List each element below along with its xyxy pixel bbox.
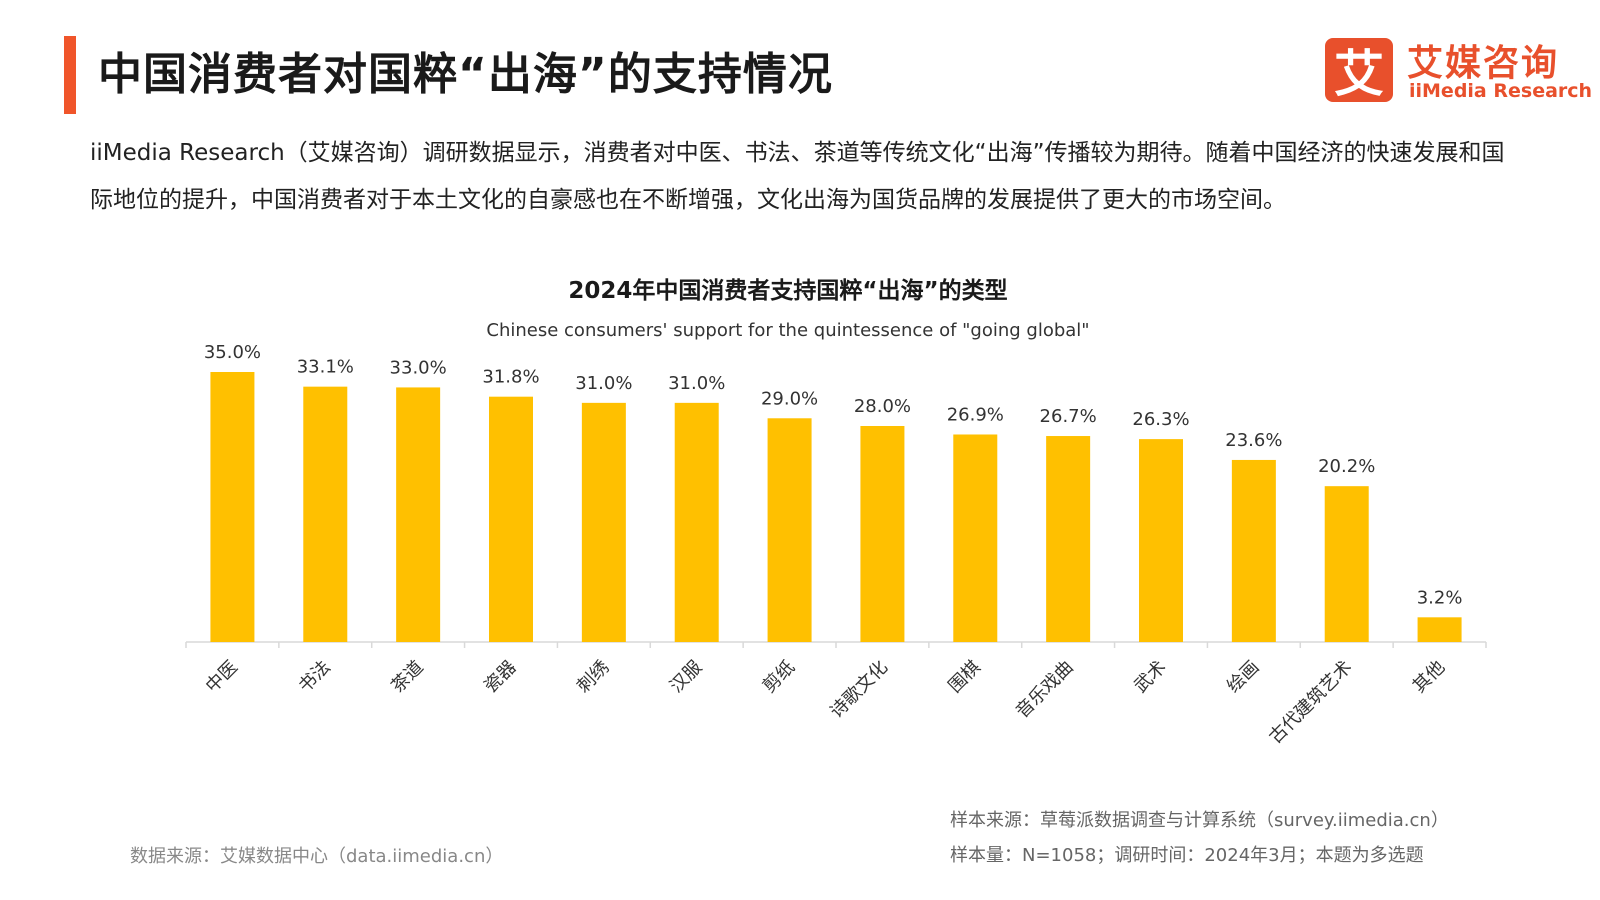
bar — [860, 426, 905, 642]
bar — [674, 402, 719, 642]
logo-name-cn: 艾媒咨询 — [1407, 43, 1560, 84]
category-tick-label: 中医 — [202, 657, 242, 697]
category-tick-label: 刺绣 — [573, 657, 613, 697]
data-source-note: 数据来源：艾媒数据中心（data.iimedia.cn） — [130, 846, 504, 867]
bar-value-label: 35.0% — [204, 342, 261, 363]
iimedia-logo: 艾 艾媒咨询 iiMedia Research — [1325, 38, 1592, 104]
bar — [210, 372, 255, 642]
bar-value-label: 31.0% — [668, 373, 725, 394]
bar — [1417, 617, 1462, 642]
category-tick-label: 围棋 — [945, 657, 985, 697]
bar-value-label: 29.0% — [761, 388, 818, 409]
intro-paragraph: iiMedia Research（艾媒咨询）调研数据显示，消费者对中医、书法、茶… — [90, 140, 1505, 213]
category-tick-label: 剪纸 — [759, 657, 799, 697]
bar — [1139, 439, 1183, 642]
title-accent-bar — [64, 36, 76, 114]
category-tick-label: 茶道 — [387, 657, 427, 697]
bar-chart: 2024年中国消费者支持国粹“出海”的类型 Chinese consumers'… — [185, 277, 1487, 748]
bar-value-label: 26.3% — [1132, 409, 1189, 430]
category-tick-label: 瓷器 — [480, 657, 520, 697]
bar-value-label: 23.6% — [1225, 430, 1282, 451]
bar — [396, 387, 441, 642]
bar-value-label: 31.8% — [482, 367, 539, 388]
category-tick-label: 汉服 — [666, 657, 706, 697]
category-tick-label: 古代建筑艺术 — [1265, 657, 1356, 748]
bar-value-label: 26.7% — [1040, 406, 1097, 427]
bar-value-label: 28.0% — [854, 396, 911, 417]
page-title: 中国消费者对国粹“出海”的支持情况 — [98, 49, 833, 100]
bar — [1046, 436, 1091, 642]
bar — [489, 396, 533, 642]
sample-size-note: 样本量：N=1058；调研时间：2024年3月；本题为多选题 — [950, 845, 1424, 866]
bar-value-label: 33.1% — [297, 357, 354, 378]
logo-name-en: iiMedia Research — [1409, 80, 1593, 102]
bar — [1231, 459, 1276, 642]
category-tick-label: 书法 — [295, 657, 335, 697]
bar — [581, 402, 626, 642]
bar-value-label: 31.0% — [575, 373, 632, 394]
bar — [303, 386, 348, 642]
bar — [953, 434, 998, 642]
bar-value-label: 26.9% — [947, 404, 1004, 425]
category-tick-label: 其他 — [1409, 657, 1449, 697]
category-tick-label: 绘画 — [1223, 657, 1263, 697]
chart-subtitle: Chinese consumers' support for the quint… — [486, 320, 1089, 341]
bar — [767, 418, 812, 642]
sample-source-note: 样本来源：草莓派数据调查与计算系统（survey.iimedia.cn） — [950, 810, 1449, 831]
bar — [1324, 486, 1369, 642]
category-tick-label: 武术 — [1130, 657, 1170, 697]
bar-value-label: 20.2% — [1318, 456, 1375, 477]
category-tick-label: 诗歌文化 — [826, 657, 892, 723]
chart-title: 2024年中国消费者支持国粹“出海”的类型 — [568, 277, 1007, 304]
logo-mark-icon: 艾 — [1325, 38, 1393, 103]
bar-value-label: 3.2% — [1417, 587, 1463, 608]
bar-value-label: 33.0% — [390, 357, 447, 378]
category-tick-label: 音乐戏曲 — [1012, 657, 1078, 723]
